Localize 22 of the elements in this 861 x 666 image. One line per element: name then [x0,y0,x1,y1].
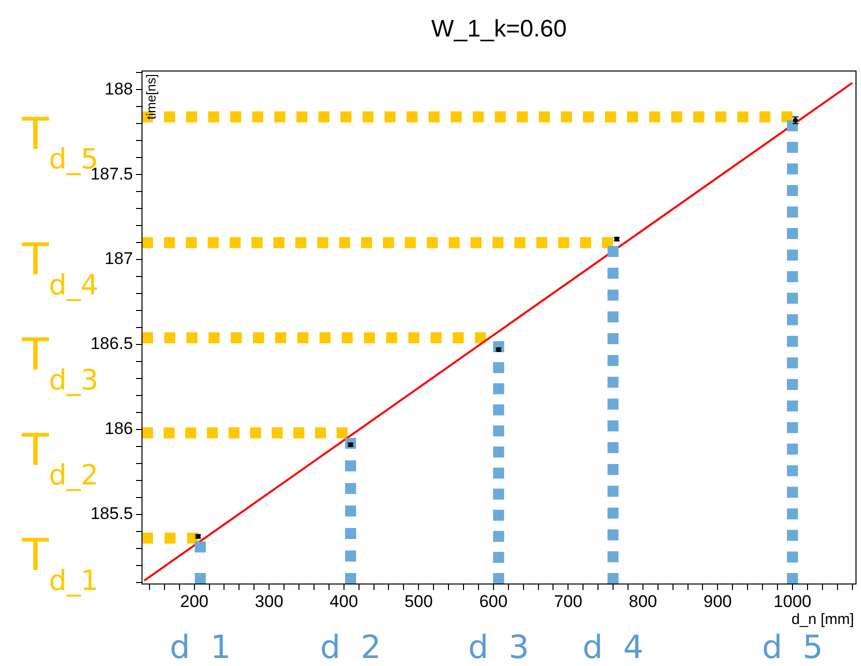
x-tick-label: 800 [628,592,658,611]
y-tick-label: 185.5 [90,504,133,524]
x-tick-label: 200 [180,592,209,611]
x-tick-label: 1000 [774,592,812,611]
x-tick-label: 300 [254,592,284,611]
x-tick-label: 600 [479,592,508,611]
text: d 4 [582,628,644,666]
x-tick-label: 900 [704,592,732,611]
y-tick-label: 186.5 [90,334,133,354]
text: d 3 [468,628,530,666]
text: d 1 [170,628,231,666]
chart-title: W_1_k=0.60 [431,16,567,43]
x-tick-label: 700 [554,592,582,611]
text: d 2 [320,628,382,666]
y-axis-title: time[ns] [144,74,159,120]
x-tick-label: 400 [330,592,358,611]
x-axis-title: d_n [mm] [791,611,854,628]
x-tick-label: 500 [404,592,433,611]
y-tick-label: 187 [104,249,133,268]
y-tick-label: 188 [104,79,133,98]
y-tick-label: 186 [104,419,133,438]
text: d 5 [762,628,823,666]
